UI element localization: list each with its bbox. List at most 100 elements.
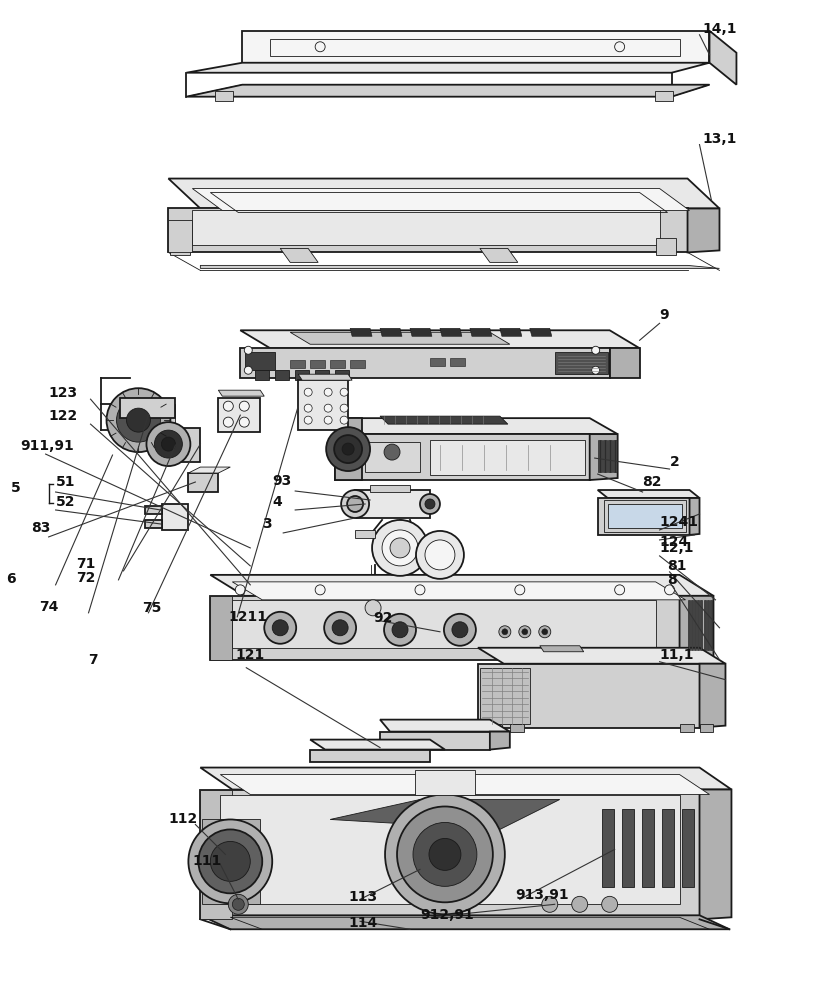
Text: 74: 74 [39,600,58,614]
Polygon shape [370,485,410,492]
Polygon shape [335,434,590,480]
Circle shape [155,430,183,458]
Text: 81: 81 [667,559,687,573]
Polygon shape [621,809,634,887]
Circle shape [127,408,151,432]
Circle shape [326,427,370,471]
Circle shape [539,626,551,638]
Text: 75: 75 [142,601,162,615]
Polygon shape [162,504,188,530]
Polygon shape [330,799,560,829]
Polygon shape [169,179,719,208]
Polygon shape [642,809,653,887]
Polygon shape [186,85,709,97]
Polygon shape [607,504,681,528]
Text: 83: 83 [30,521,50,535]
Polygon shape [480,248,518,262]
Circle shape [390,538,410,558]
Text: 5: 5 [11,481,21,495]
Polygon shape [602,809,614,887]
Circle shape [232,898,244,910]
Polygon shape [188,473,218,492]
Text: 112: 112 [169,812,198,826]
Circle shape [334,435,362,463]
Circle shape [342,443,354,455]
Polygon shape [656,238,676,255]
Circle shape [415,585,425,595]
Text: 912,91: 912,91 [420,908,474,922]
Polygon shape [255,370,269,380]
Circle shape [384,444,400,460]
Polygon shape [218,398,260,432]
Polygon shape [221,795,680,904]
Circle shape [425,499,435,509]
Text: 72: 72 [77,571,96,585]
Polygon shape [470,328,492,336]
Polygon shape [240,330,639,348]
Circle shape [592,366,600,374]
Circle shape [305,388,312,396]
Polygon shape [146,506,162,514]
Text: 92: 92 [373,611,393,625]
Polygon shape [310,740,445,750]
Polygon shape [597,440,600,472]
Circle shape [305,404,312,412]
Polygon shape [410,328,432,336]
Polygon shape [605,440,607,472]
Circle shape [502,629,508,635]
Polygon shape [146,520,162,528]
Circle shape [385,795,504,914]
Circle shape [341,490,369,518]
Polygon shape [478,648,725,664]
Polygon shape [700,790,732,919]
Circle shape [332,620,348,636]
Polygon shape [350,360,365,368]
Polygon shape [186,63,709,73]
Polygon shape [610,348,639,378]
Circle shape [602,896,617,912]
Circle shape [382,530,418,566]
Polygon shape [430,358,445,366]
Polygon shape [170,238,190,255]
Text: 113: 113 [348,890,377,904]
Circle shape [340,388,348,396]
Polygon shape [697,600,699,650]
Polygon shape [709,31,737,85]
Text: 13,1: 13,1 [703,132,737,146]
Text: 122: 122 [49,409,78,423]
Polygon shape [530,328,551,336]
Polygon shape [540,646,584,652]
Text: 8: 8 [667,573,677,587]
Polygon shape [690,498,700,535]
Polygon shape [169,208,687,252]
Circle shape [324,388,332,396]
Text: 911,91: 911,91 [21,439,74,453]
Polygon shape [335,418,617,434]
Polygon shape [612,440,615,472]
Polygon shape [298,374,352,380]
Circle shape [235,585,245,595]
Text: 82: 82 [643,475,663,489]
Text: 2: 2 [670,455,679,469]
Polygon shape [169,428,200,462]
Circle shape [340,404,348,412]
Circle shape [211,841,250,881]
Polygon shape [380,416,508,424]
Text: 7: 7 [89,653,98,667]
Polygon shape [242,31,709,63]
Circle shape [106,388,170,452]
Polygon shape [216,91,233,101]
Polygon shape [597,498,690,535]
Polygon shape [380,328,402,336]
Circle shape [416,531,464,579]
Polygon shape [221,775,709,795]
Polygon shape [488,724,502,732]
Circle shape [239,401,249,411]
Circle shape [228,894,249,914]
Circle shape [244,366,253,374]
Polygon shape [232,582,686,600]
Polygon shape [218,390,264,396]
Circle shape [615,42,625,52]
Circle shape [664,585,675,595]
Polygon shape [602,440,605,472]
